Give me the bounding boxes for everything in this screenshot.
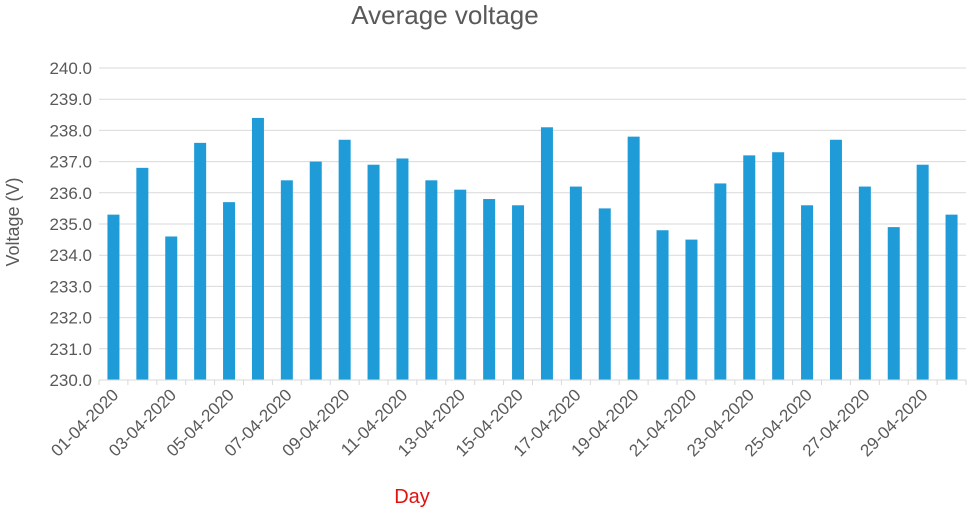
x-axis-title: Day xyxy=(394,486,430,508)
bar-28-04-2020 xyxy=(887,227,900,380)
bar-19-04-2020 xyxy=(627,136,640,380)
y-tick-label: 235.0 xyxy=(49,215,92,234)
bar-25-04-2020 xyxy=(801,205,814,380)
bar-12-04-2020 xyxy=(425,180,438,380)
bar-03-04-2020 xyxy=(165,236,178,380)
bar-18-04-2020 xyxy=(598,208,611,380)
bar-20-04-2020 xyxy=(656,230,669,380)
bar-17-04-2020 xyxy=(569,186,582,380)
bar-23-04-2020 xyxy=(743,155,756,380)
bar-16-04-2020 xyxy=(540,127,553,380)
bar-11-04-2020 xyxy=(396,158,409,380)
y-tick-label: 238.0 xyxy=(49,121,92,140)
y-axis-ticks: 230.0 231.0 232.0 233.0 234.0 235.0 236.0 237.0… xyxy=(49,59,92,390)
bars xyxy=(107,117,958,381)
y-tick-label: 237.0 xyxy=(49,153,92,172)
bar-04-04-2020 xyxy=(194,142,207,380)
y-tick-label: 233.0 xyxy=(49,277,92,296)
bar-13-04-2020 xyxy=(454,189,467,380)
bar-15-04-2020 xyxy=(512,205,525,380)
y-tick-label: 234.0 xyxy=(49,246,92,265)
y-tick-label: 239.0 xyxy=(49,90,92,109)
bar-21-04-2020 xyxy=(685,239,698,380)
bar-26-04-2020 xyxy=(829,139,842,380)
bar-30-04-2020 xyxy=(945,214,958,380)
chart-title: Average voltage xyxy=(351,0,538,30)
bar-22-04-2020 xyxy=(714,183,727,380)
y-tick-label: 240.0 xyxy=(49,59,92,78)
y-tick-label: 230.0 xyxy=(49,371,92,390)
bar-09-04-2020 xyxy=(338,139,351,380)
bar-02-04-2020 xyxy=(136,167,149,380)
y-tick-label: 231.0 xyxy=(49,340,92,359)
gridlines xyxy=(99,67,966,350)
y-tick-label: 236.0 xyxy=(49,184,92,203)
bar-29-04-2020 xyxy=(916,164,929,380)
y-axis-title: Voltage (V) xyxy=(3,177,23,266)
y-tick-label: 232.0 xyxy=(49,309,92,328)
bar-01-04-2020 xyxy=(107,214,120,380)
bar-27-04-2020 xyxy=(858,186,871,380)
bar-06-04-2020 xyxy=(251,117,264,381)
bar-05-04-2020 xyxy=(223,202,236,380)
bar-10-04-2020 xyxy=(367,164,380,380)
bar-24-04-2020 xyxy=(772,152,785,380)
x-axis-ticks: 01-04-202003-04-202005-04-202007-04-2020… xyxy=(47,380,967,460)
bar-07-04-2020 xyxy=(280,180,293,380)
bar-14-04-2020 xyxy=(483,199,496,380)
bar-08-04-2020 xyxy=(309,161,322,380)
